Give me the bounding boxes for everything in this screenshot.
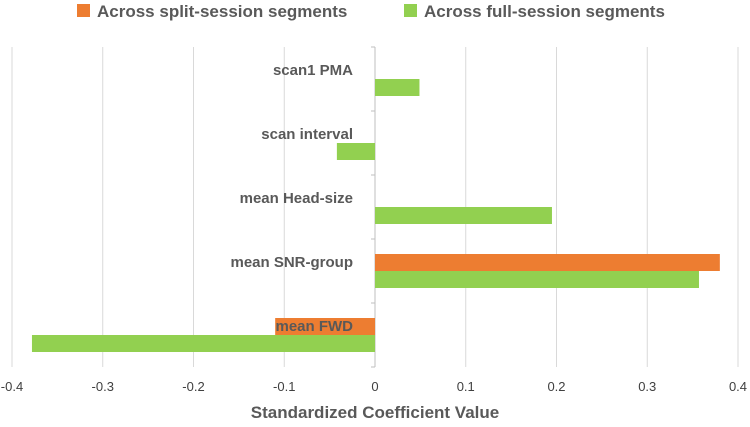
x-tick-label: -0.1 [273, 379, 295, 394]
bar-full [336, 143, 375, 160]
bars [31, 79, 720, 352]
bar-split [275, 318, 375, 335]
tick-labels: -0.4 -0.3 -0.2 -0.1 0 0.1 0.2 0.3 0.4 [1, 379, 747, 394]
category-label: scan interval [261, 126, 353, 143]
x-tick-label: 0.2 [547, 379, 565, 394]
bar-full [31, 335, 376, 352]
x-axis-title: Standardized Coefficient Value [251, 403, 499, 422]
category-label: scan1 PMA [273, 62, 353, 79]
legend-label-full: Across full-session segments [424, 2, 665, 21]
bar-full [375, 271, 699, 288]
x-tick-label: 0.4 [729, 379, 747, 394]
bar-full [375, 207, 552, 224]
category-labels: scan1 PMA scan interval mean Head-size mean… [230, 62, 353, 335]
bar-split [375, 254, 720, 271]
x-tick-label: -0.2 [182, 379, 204, 394]
category-label: mean SNR-group [230, 254, 353, 271]
legend-label-split: Across split-session segments [97, 2, 347, 21]
x-tick-label: 0.1 [457, 379, 475, 394]
x-tick-label: -0.4 [1, 379, 23, 394]
category-label: mean Head-size [240, 190, 353, 207]
category-label: mean FWD [275, 318, 353, 335]
x-tick-label: 0 [371, 379, 378, 394]
bar-full [375, 79, 420, 96]
legend: Across split-session segments Across ful… [77, 2, 665, 21]
x-tick-label: -0.3 [92, 379, 114, 394]
x-tick-label: 0.3 [638, 379, 656, 394]
legend-swatch-full [404, 4, 417, 17]
legend-swatch-split [77, 4, 90, 17]
